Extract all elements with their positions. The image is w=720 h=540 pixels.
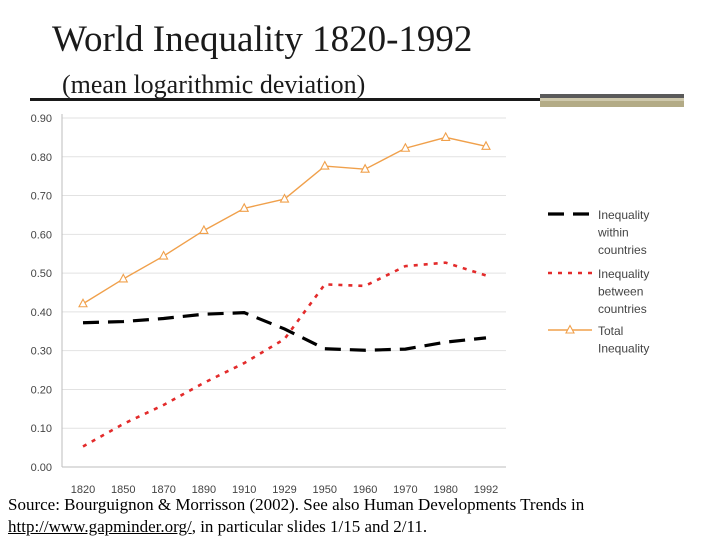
total-inequality-marker [481, 140, 491, 150]
x-tick-label: 1980 [433, 484, 457, 496]
total-inequality-marker [400, 142, 411, 152]
x-tick-label: 1910 [232, 484, 256, 496]
y-tick-label: 0.10 [31, 423, 52, 435]
legend-entry-text: Inequality [598, 342, 649, 356]
total-inequality-marker [279, 193, 290, 203]
total-inequality-marker [239, 202, 250, 212]
y-tick-label: 0.80 [31, 152, 52, 164]
x-tick-label: 1960 [353, 484, 377, 496]
series-lines [78, 131, 491, 448]
legend-entry-text: countries [598, 243, 647, 257]
x-tick-label: 1850 [111, 484, 135, 496]
accent-bar-bottom [540, 101, 684, 107]
y-tick-label: 0.90 [31, 113, 52, 125]
legend-swatch-total-marker [565, 324, 575, 334]
source-text: Source: Bourguignon & Morrisson (2002). … [8, 495, 585, 514]
legend-entry-text: countries [598, 302, 647, 316]
between-countries-line [82, 261, 487, 448]
accent-bar [540, 94, 684, 108]
x-tick-label: 1929 [272, 484, 296, 496]
accent-bar-top [540, 94, 684, 98]
total-inequality-marker [158, 250, 169, 260]
legend-entry-text: within [597, 226, 629, 240]
x-tick-label: 1970 [393, 484, 417, 496]
accent-bar-mid [540, 98, 684, 101]
slide-title: World Inequality 1820-1992 [52, 19, 473, 60]
total-inequality-marker [440, 131, 451, 141]
legend-entry-text: Total [598, 324, 623, 338]
y-tick-label: 0.30 [31, 346, 52, 358]
x-tick-label: 1992 [474, 484, 498, 496]
title-underline [30, 98, 540, 101]
total-inequality-marker [118, 273, 129, 283]
slide-subtitle: (mean logarithmic deviation) [62, 70, 366, 99]
source-tail: , in particular slides 1/15 and 2/11. [191, 517, 428, 536]
y-tick-label: 0.20 [31, 384, 52, 396]
total-inequality-marker [78, 298, 88, 308]
gridlines [62, 117, 506, 429]
y-tick-label: 0.70 [31, 191, 52, 203]
x-tick-label: 1870 [151, 484, 175, 496]
legend-entry-text: Inequality [598, 267, 649, 281]
x-tick-label: 1950 [313, 484, 337, 496]
y-tick-label: 0.00 [31, 462, 52, 474]
within-countries-line [82, 311, 487, 352]
y-tick-label: 0.50 [31, 268, 52, 280]
total-inequality-marker [319, 160, 330, 170]
total-inequality-marker [198, 224, 209, 235]
y-tick-label: 0.40 [31, 307, 52, 319]
legend-entry-text: Inequality [598, 208, 649, 222]
x-tick-label: 1820 [71, 484, 95, 496]
source-note: Source: Bourguignon & Morrisson (2002). … [8, 494, 708, 538]
legend: Inequality within countries Inequality betwe… [548, 208, 649, 356]
y-tick-label: 0.60 [31, 229, 52, 241]
total-inequality-marker [360, 163, 371, 173]
x-tick-label: 1890 [192, 484, 216, 496]
gapminder-link[interactable]: http://www.gapminder.org/ [8, 517, 192, 536]
legend-entry-text: between [598, 285, 643, 299]
total-inequality-line [82, 136, 487, 305]
axes: 0.00 0.10 0.20 0.30 0.40 0.50 0.60 0.70 0.80 0.90… [31, 113, 506, 496]
